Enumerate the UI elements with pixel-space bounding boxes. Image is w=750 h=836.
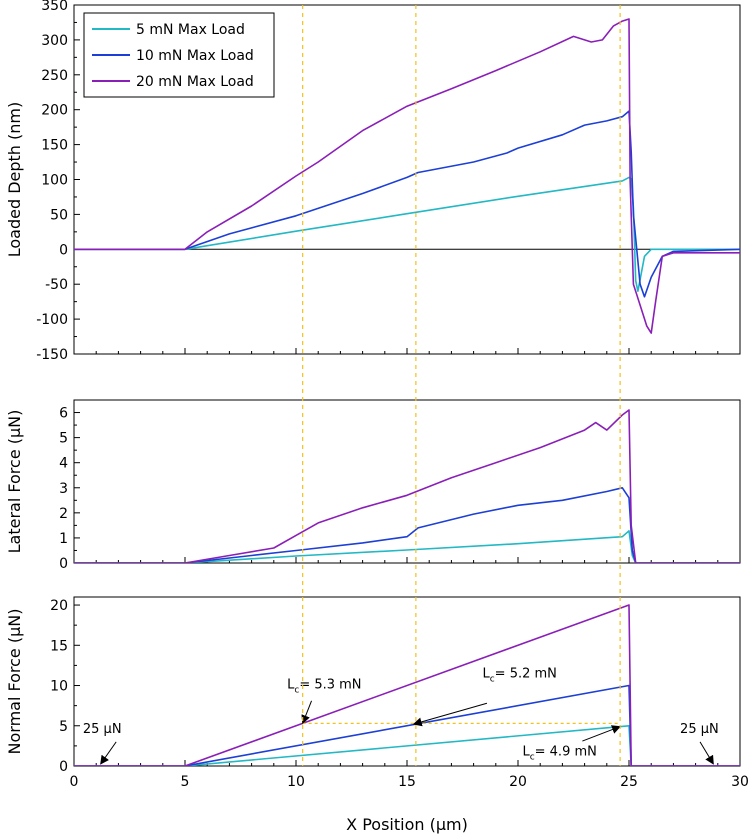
depth-y-axis-label: Loaded Depth (nm) bbox=[5, 102, 24, 258]
x-tick-label: 15 bbox=[398, 774, 416, 790]
normal-y-tick-label: 0 bbox=[59, 759, 68, 775]
lateral-y-tick-label: 2 bbox=[59, 506, 68, 522]
legend-entry-3: 20 mN Max Load bbox=[136, 74, 254, 90]
normal-annotation-arrow bbox=[582, 725, 621, 742]
lateral-y-tick-label: 3 bbox=[59, 481, 68, 497]
normal-series-3 bbox=[74, 604, 740, 766]
normal-annotation-label: Lc= 4.9 mN bbox=[522, 745, 596, 763]
depth-y-tick-label: -50 bbox=[45, 277, 68, 293]
normal-annotation-label: Lc= 5.3 mN bbox=[287, 678, 361, 696]
normal-frame bbox=[73, 596, 741, 767]
depth-series-1 bbox=[74, 176, 740, 293]
normal-y-tick-label: 5 bbox=[59, 719, 68, 735]
normal-annotation-arrow bbox=[100, 741, 117, 765]
depth-series-3 bbox=[74, 18, 740, 334]
x-axis-label: X Position (µm) bbox=[346, 815, 468, 834]
normal-annotation-arrow bbox=[699, 741, 714, 765]
depth-y-tick-label: 50 bbox=[50, 207, 68, 223]
depth-panel: -150 -100 -50 0 50 100 150 200 250 300 350 Loaded D… bbox=[5, 0, 741, 363]
legend-entry-2: 10 mN Max Load bbox=[136, 48, 254, 64]
x-tick-label: 10 bbox=[287, 774, 305, 790]
lateral-y-tick-label: 0 bbox=[59, 556, 68, 572]
x-tick-label: 5 bbox=[181, 774, 190, 790]
normal-annotation-label: 25 µN bbox=[680, 722, 719, 737]
lateral-y-axis-label: Lateral Force (µN) bbox=[5, 410, 24, 554]
lateral-panel: 0 1 2 3 4 5 6 Lateral Force (µN) bbox=[5, 399, 741, 572]
depth-series-2 bbox=[74, 110, 740, 298]
depth-y-tick-label: 200 bbox=[41, 103, 68, 119]
normal-y-tick-label: 15 bbox=[50, 638, 68, 654]
depth-y-tick-label: 350 bbox=[41, 0, 68, 14]
normal-y-tick-label: 20 bbox=[50, 598, 68, 614]
normal-annotation-arrow bbox=[301, 700, 313, 725]
depth-y-tick-label: 300 bbox=[41, 33, 68, 49]
depth-y-tick-label: -100 bbox=[36, 312, 68, 328]
legend: 5 mN Max Load 10 mN Max Load 20 mN Max Loa… bbox=[83, 12, 275, 98]
legend-entry-1: 5 mN Max Load bbox=[136, 22, 245, 38]
x-tick-label: 0 bbox=[70, 774, 79, 790]
lateral-frame bbox=[73, 399, 741, 564]
normal-panel: 0 5 10 15 20 Normal Force (µN) Lc= 5.3 mN Lc= 5… bbox=[5, 596, 749, 834]
normal-annotation-arrow bbox=[412, 702, 488, 727]
lateral-y-tick-label: 4 bbox=[59, 456, 68, 472]
lateral-y-tick-label: 6 bbox=[59, 406, 68, 422]
depth-y-tick-label: 100 bbox=[41, 173, 68, 189]
lateral-series-3 bbox=[74, 409, 740, 563]
depth-y-tick-label: -150 bbox=[36, 347, 68, 363]
x-tick-label: 20 bbox=[509, 774, 527, 790]
normal-annotation-label: 25 µN bbox=[83, 722, 122, 737]
lateral-y-tick-label: 5 bbox=[59, 431, 68, 447]
normal-series-2 bbox=[74, 684, 740, 766]
lateral-y-tick-label: 1 bbox=[59, 531, 68, 547]
depth-y-tick-label: 0 bbox=[59, 242, 68, 258]
normal-y-tick-label: 10 bbox=[50, 679, 68, 695]
lateral-series-1 bbox=[74, 530, 740, 563]
normal-y-axis-label: Normal Force (µN) bbox=[5, 609, 24, 755]
x-tick-label: 30 bbox=[731, 774, 749, 790]
normal-series-1 bbox=[74, 724, 740, 766]
depth-y-tick-label: 150 bbox=[41, 138, 68, 154]
x-tick-label: 25 bbox=[620, 774, 638, 790]
normal-annotation-label: Lc= 5.2 mN bbox=[482, 666, 556, 684]
depth-y-tick-label: 250 bbox=[41, 68, 68, 84]
